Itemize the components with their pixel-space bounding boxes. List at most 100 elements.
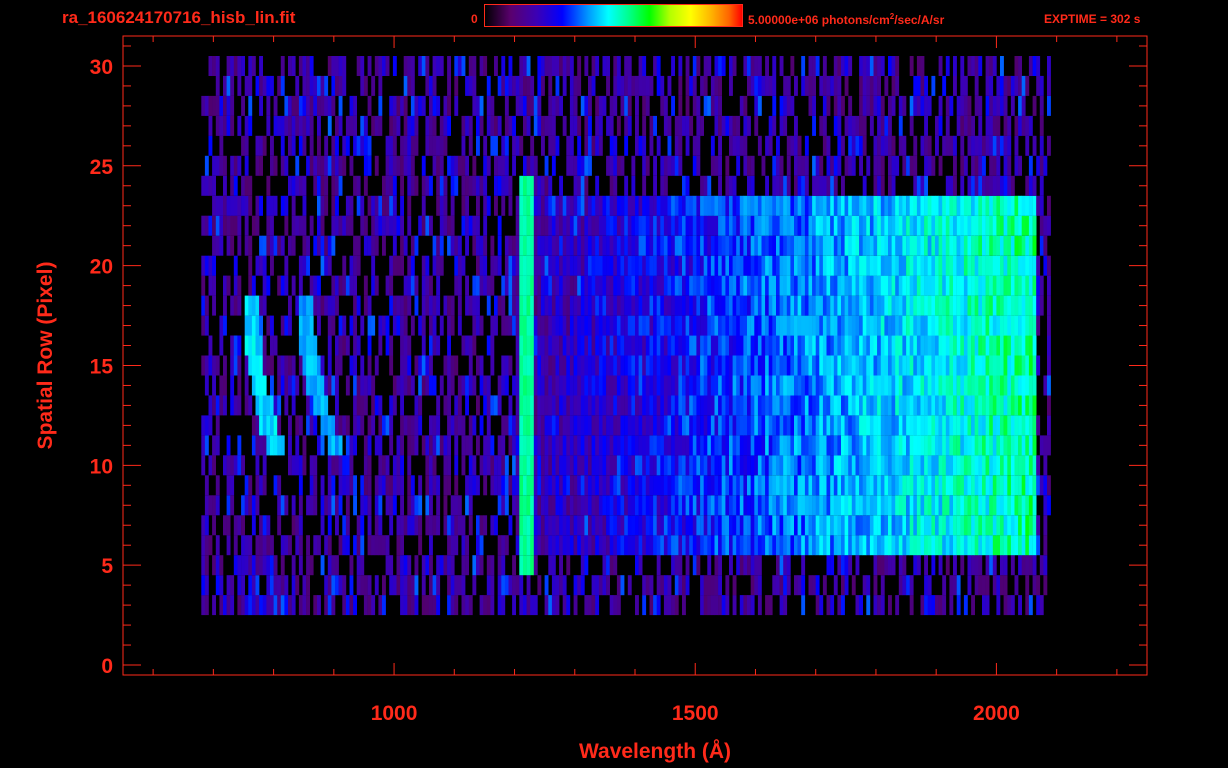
heatmap-cell: [537, 375, 542, 396]
heatmap-cell: [635, 335, 639, 356]
heatmap-cell: [859, 135, 863, 156]
heatmap-cell: [230, 495, 235, 516]
heatmap-cell: [942, 355, 947, 376]
heatmap-cell: [862, 275, 867, 296]
heatmap-cell: [703, 56, 708, 76]
heatmap-cell: [447, 56, 451, 76]
heatmap-cell: [685, 535, 690, 556]
heatmap-cell: [562, 235, 567, 256]
heatmap-cell: [331, 315, 336, 336]
heatmap-cell: [317, 315, 321, 336]
heatmap-cell: [920, 595, 925, 616]
heatmap-cell: [663, 195, 668, 216]
heatmap-cell: [927, 375, 932, 396]
heatmap-cell: [996, 135, 1001, 156]
heatmap-cell: [841, 175, 845, 196]
heatmap-cell: [537, 75, 542, 96]
heatmap-cell: [844, 355, 849, 376]
heatmap-cell: [667, 275, 672, 296]
heatmap-cell: [996, 295, 1001, 316]
heatmap-cell: [772, 95, 777, 116]
heatmap-cell: [262, 415, 267, 436]
heatmap-cell: [794, 195, 798, 216]
heatmap-cell: [1032, 95, 1037, 116]
heatmap-cell: [700, 375, 704, 396]
heatmap-cell: [606, 375, 610, 396]
heatmap-cell: [747, 595, 751, 616]
heatmap-cell: [960, 155, 965, 176]
heatmap-cell: [707, 235, 712, 256]
heatmap-cell: [949, 595, 954, 616]
heatmap-cell: [837, 535, 842, 556]
heatmap-cell: [902, 455, 907, 476]
heatmap-cell: [765, 235, 769, 256]
heatmap-cell: [924, 155, 928, 176]
heatmap-cell: [927, 335, 932, 356]
heatmap-cell: [454, 56, 459, 76]
heatmap-cell: [573, 435, 578, 456]
heatmap-cell: [403, 56, 408, 76]
heatmap-cell: [635, 135, 639, 156]
heatmap-cell: [454, 175, 459, 196]
heatmap-cell: [530, 495, 535, 516]
heatmap-cell: [342, 595, 347, 616]
heatmap-cell: [815, 575, 820, 596]
heatmap-cell: [410, 515, 415, 536]
heatmap-cell: [945, 435, 950, 456]
heatmap-cell: [989, 435, 994, 456]
heatmap-cell: [313, 395, 318, 416]
heatmap-cell: [804, 315, 809, 336]
heatmap-cell: [345, 515, 350, 536]
heatmap-cell: [606, 575, 610, 596]
heatmap-cell: [714, 395, 719, 416]
heatmap-cell: [757, 495, 762, 516]
heatmap-cell: [909, 415, 914, 436]
heatmap-cell: [201, 595, 206, 616]
heatmap-cell: [613, 475, 618, 496]
heatmap-cell: [400, 415, 404, 436]
heatmap-cell: [519, 135, 524, 156]
heatmap-cell: [685, 56, 690, 76]
heatmap-cell: [327, 435, 332, 456]
heatmap-cell: [674, 595, 679, 616]
heatmap-cell: [649, 415, 654, 436]
heatmap-cell: [772, 155, 777, 176]
heatmap-cell: [620, 495, 625, 516]
heatmap-cell: [494, 155, 498, 176]
heatmap-cell: [288, 95, 292, 116]
heatmap-cell: [624, 255, 629, 276]
heatmap-cell: [447, 295, 451, 316]
heatmap-cell: [335, 295, 339, 316]
heatmap-cell: [660, 395, 665, 416]
heatmap-cell: [747, 455, 751, 476]
heatmap-cell: [533, 235, 538, 256]
heatmap-cell: [696, 56, 701, 76]
heatmap-cell: [291, 195, 296, 216]
heatmap-cell: [519, 175, 524, 196]
heatmap-cell: [530, 455, 535, 476]
heatmap-cell: [425, 255, 430, 276]
heatmap-cell: [985, 495, 990, 516]
heatmap-cell: [270, 255, 274, 276]
heatmap-cell: [295, 415, 300, 436]
heatmap-cell: [298, 275, 303, 296]
heatmap-cell: [577, 495, 582, 516]
heatmap-cell: [584, 255, 589, 276]
heatmap-cell: [913, 475, 918, 496]
heatmap-cell: [555, 75, 560, 96]
heatmap-cell: [262, 235, 267, 256]
heatmap-cell: [877, 155, 881, 176]
heatmap-cell: [410, 115, 415, 136]
heatmap-cell: [273, 575, 278, 596]
heatmap-cell: [963, 255, 968, 276]
heatmap-cell: [692, 155, 697, 176]
heatmap-cell: [1010, 355, 1015, 376]
heatmap-cell: [714, 575, 719, 596]
heatmap-cell: [924, 215, 928, 236]
heatmap-cell: [273, 415, 278, 436]
heatmap-cell: [747, 155, 751, 176]
heatmap-cell: [638, 395, 643, 416]
heatmap-cell: [859, 56, 863, 76]
heatmap-cell: [439, 135, 444, 156]
heatmap-cell: [830, 535, 835, 556]
